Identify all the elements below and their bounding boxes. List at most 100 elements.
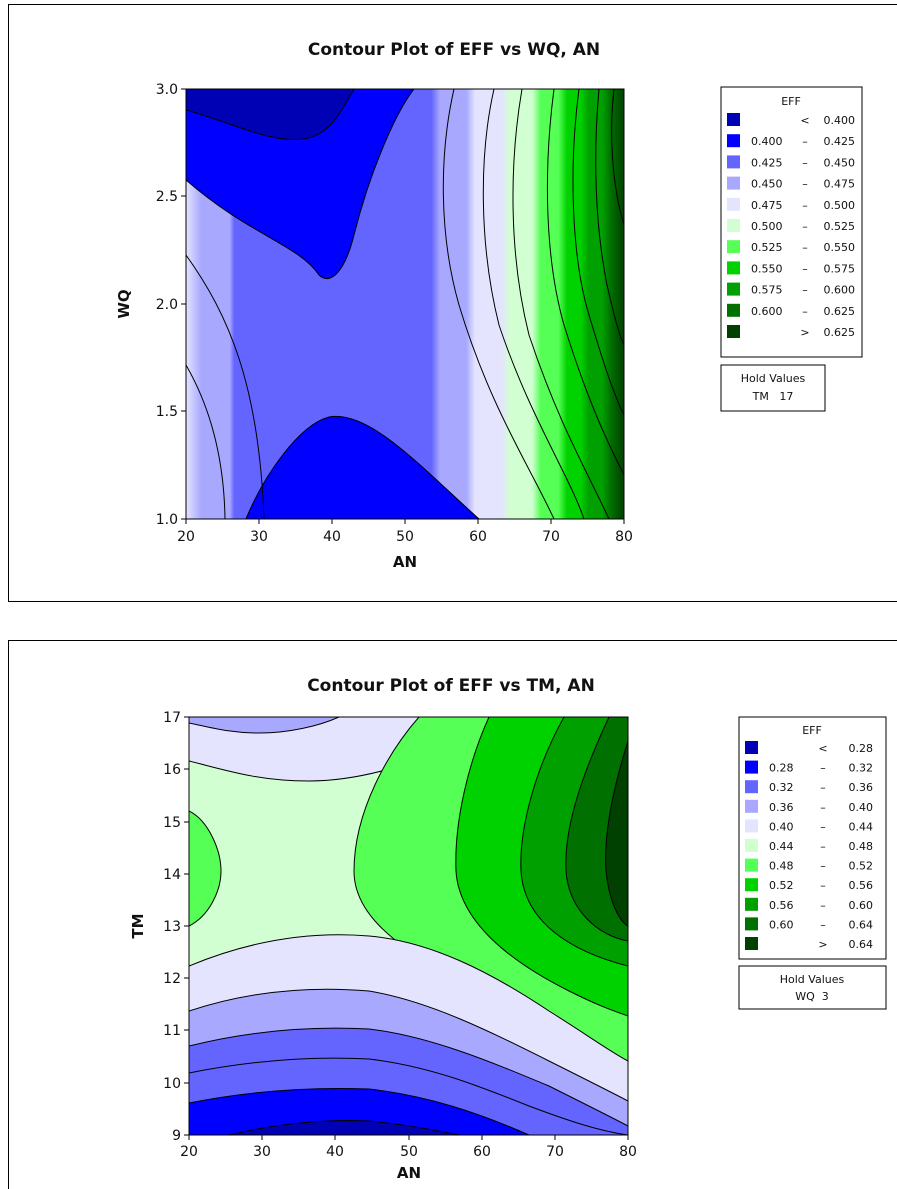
legend-range-operator: < (818, 742, 827, 755)
legend-range-high: 0.600 (824, 284, 856, 297)
legend: EFF <0.28 0.28 – 0.32 0.32 – 0.36 0.36 – 0.40 0.40… (738, 716, 887, 960)
legend-range-low: 0.600 (751, 305, 783, 318)
legend-range-operator: – (802, 178, 808, 191)
legend-range-low: 0.56 (769, 899, 794, 912)
legend-range-high: 0.475 (824, 178, 856, 191)
legend-range-high: 0.44 (849, 820, 874, 833)
x-tick-label: 30 (250, 529, 268, 545)
contour-plot-2: Contour Plot of EFF vs TM, AN (129, 676, 887, 1182)
legend-range-operator: > (800, 326, 809, 339)
legend-title: EFF (802, 724, 822, 737)
chart-panel-1: Contour Plot of EFF vs WQ, AN (8, 4, 897, 602)
legend: EFF <0.400 0.400 – 0.425 0.425 – 0.450 0.450 – 0.… (720, 86, 863, 358)
legend-range-operator: – (820, 918, 826, 931)
legend-range-operator: – (820, 860, 826, 873)
legend-range-operator: < (800, 114, 809, 127)
legend-range-operator: > (818, 938, 827, 951)
x-tick-label: 80 (619, 1144, 637, 1160)
legend-range-low: 0.28 (769, 762, 794, 775)
legend-range-operator: – (802, 220, 808, 233)
x-tick-label: 40 (326, 1144, 344, 1160)
y-tick-label: 1.0 (156, 512, 178, 528)
legend-range-high: 0.625 (824, 305, 856, 318)
legend-range-operator: – (820, 840, 826, 853)
contour-plot-1: Contour Plot of EFF vs WQ, AN (115, 40, 863, 571)
legend-range-operator: – (802, 284, 808, 297)
x-tick-label: 70 (546, 1144, 564, 1160)
legend-swatch (727, 113, 740, 126)
contour-field (189, 717, 628, 1135)
legend-range-high: 0.60 (849, 899, 874, 912)
legend-swatch (727, 282, 740, 296)
legend-range-low: 0.400 (751, 135, 783, 148)
legend-range-high: 0.575 (824, 262, 856, 275)
y-tick-label: 13 (163, 919, 181, 935)
y-axis-label: TM (129, 913, 147, 938)
legend-range-low: 0.52 (769, 879, 794, 892)
legend-swatch (727, 134, 740, 148)
legend-range-low: 0.60 (769, 918, 794, 931)
x-axis-label: AN (393, 553, 417, 571)
legend-range-low: 0.550 (751, 262, 783, 275)
legend-range-high: 0.400 (824, 114, 856, 127)
y-ticks: 9 10 11 12 13 14 15 16 17 (163, 710, 189, 1144)
legend-swatch (727, 240, 740, 254)
legend-swatch (745, 780, 758, 794)
legend-range-low: 0.525 (751, 241, 783, 254)
x-tick-label: 20 (180, 1144, 198, 1160)
legend-swatch (745, 917, 758, 931)
y-ticks: 1.0 1.5 2.0 2.5 3.0 (156, 82, 186, 528)
legend-swatch (727, 303, 740, 317)
legend-range-operator: – (802, 305, 808, 318)
x-tick-label: 50 (396, 529, 414, 545)
legend-swatch (745, 839, 758, 852)
legend-range-low: 0.40 (769, 820, 794, 833)
legend-range-low: 0.32 (769, 781, 794, 794)
hold-values-title: Hold Values (741, 372, 806, 385)
legend-swatch (727, 197, 740, 211)
y-tick-label: 17 (163, 710, 181, 726)
legend-range-high: 0.48 (849, 840, 874, 853)
legend-range-high: 0.40 (849, 801, 874, 814)
legend-range-low: 0.450 (751, 178, 783, 191)
y-tick-label: 12 (163, 971, 181, 987)
legend-range-operator: – (820, 762, 826, 775)
y-tick-label: 15 (163, 815, 181, 831)
legend-range-operator: – (820, 879, 826, 892)
x-ticks: 20 30 40 50 60 70 80 (180, 1135, 637, 1160)
x-tick-label: 60 (469, 529, 487, 545)
legend-swatch (745, 878, 758, 892)
legend-range-high: 0.500 (824, 199, 856, 212)
x-tick-label: 60 (473, 1144, 491, 1160)
legend-swatch (727, 155, 740, 169)
hold-values-box: Hold Values TM 17 (720, 364, 826, 412)
legend-range-high: 0.64 (849, 918, 874, 931)
legend-range-low: 0.44 (769, 840, 794, 853)
y-tick-label: 14 (163, 867, 181, 883)
y-tick-label: 3.0 (156, 82, 178, 98)
legend-range-low: 0.475 (751, 199, 783, 212)
legend-swatch (745, 858, 758, 872)
legend-range-operator: – (802, 262, 808, 275)
x-tick-label: 50 (400, 1144, 418, 1160)
legend-range-operator: – (802, 241, 808, 254)
legend-range-operator: – (802, 156, 808, 169)
x-tick-label: 70 (542, 529, 560, 545)
y-tick-label: 11 (163, 1023, 181, 1039)
x-tick-label: 80 (615, 529, 633, 545)
hold-values-box: Hold Values WQ 3 (738, 965, 887, 1010)
legend-range-high: 0.625 (824, 326, 856, 339)
legend-range-low: 0.500 (751, 220, 783, 233)
x-tick-label: 40 (323, 529, 341, 545)
legend-range-high: 0.450 (824, 156, 856, 169)
legend-range-high: 0.36 (849, 781, 874, 794)
y-tick-label: 9 (172, 1128, 181, 1144)
chart-panel-2: Contour Plot of EFF vs TM, AN (8, 640, 897, 1189)
legend-swatch (727, 325, 740, 338)
legend-range-high: 0.525 (824, 220, 856, 233)
legend-swatch (745, 741, 758, 754)
legend-range-operator: – (820, 801, 826, 814)
y-tick-label: 16 (163, 762, 181, 778)
y-tick-label: 10 (163, 1076, 181, 1092)
legend-swatch (745, 760, 758, 774)
